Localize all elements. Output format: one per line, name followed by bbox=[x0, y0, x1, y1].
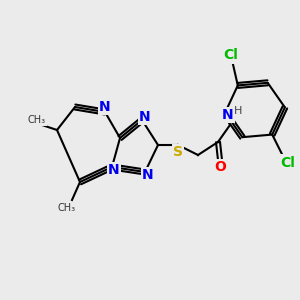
Text: S: S bbox=[173, 145, 183, 159]
Text: Cl: Cl bbox=[280, 156, 295, 170]
Text: N: N bbox=[99, 100, 111, 114]
Text: N: N bbox=[222, 108, 234, 122]
Text: Cl: Cl bbox=[224, 48, 238, 62]
Text: N: N bbox=[108, 163, 120, 177]
Text: H: H bbox=[234, 106, 242, 116]
Text: CH₃: CH₃ bbox=[58, 203, 76, 213]
Text: CH₃: CH₃ bbox=[28, 115, 46, 125]
Text: N: N bbox=[139, 110, 151, 124]
Text: O: O bbox=[214, 160, 226, 174]
Text: N: N bbox=[142, 168, 154, 182]
